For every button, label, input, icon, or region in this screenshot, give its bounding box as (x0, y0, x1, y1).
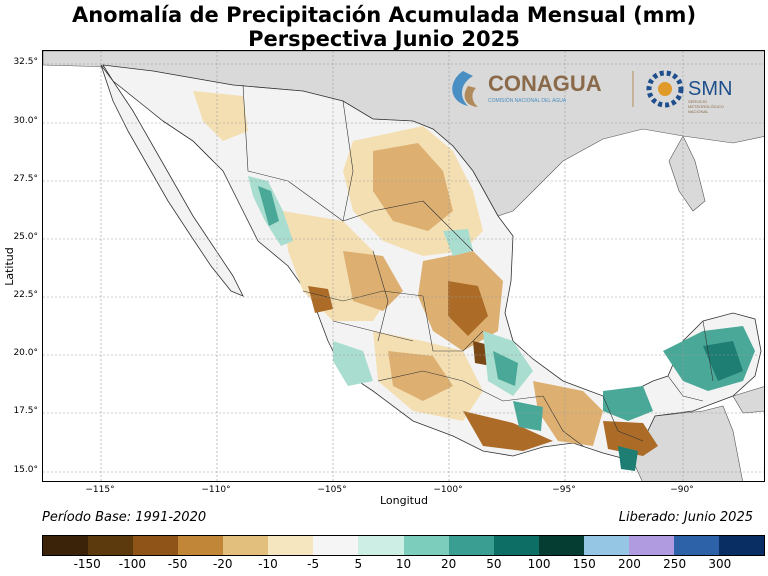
lat-tick: 20.0° (13, 348, 38, 358)
lon-tick: −95° (552, 485, 576, 495)
cuba (732, 386, 764, 414)
colorbar-tick-label: -10 (258, 557, 278, 571)
lat-tick: 17.5° (13, 406, 38, 416)
map-title: Anomalía de Precipitación Acumulada Mens… (71, 3, 697, 27)
colorbar-swatch (88, 536, 134, 555)
colorbar-swatch (223, 536, 269, 555)
conagua-name: CONAGUA (488, 71, 602, 96)
lat-tick: 30.0° (13, 116, 38, 126)
colorbar-tick-label: 100 (527, 557, 551, 571)
lon-tick: −100° (433, 485, 463, 495)
lat-tick: 25.0° (13, 232, 38, 242)
lon-tick: −105° (317, 485, 347, 495)
colorbar-tick-label: 300 (708, 557, 732, 571)
colorbar-tick-label: -150 (73, 557, 101, 571)
colorbar-swatch (583, 536, 629, 555)
colorbar-tick-label: 5 (354, 557, 363, 571)
lon-tick: −110° (201, 485, 231, 495)
map-panel: CONAGUA COMISIÓN NACIONAL DEL AGUA SMN S… (42, 50, 765, 482)
colorbar-swatch (43, 536, 89, 555)
colorbar-swatch (628, 536, 674, 555)
colorbar-tick-label: 200 (617, 557, 641, 571)
colorbar-swatch (718, 536, 764, 555)
base-period: Período Base: 1991-2020 (42, 510, 207, 525)
colorbar-tick-label: 50 (486, 557, 502, 571)
smn-name: SMN (688, 78, 732, 100)
colorbar-tick-label: 10 (395, 557, 412, 571)
colorbar-tick-label: 20 (441, 557, 457, 571)
y-axis-label: Latitud (2, 247, 16, 286)
colorbar-tick-label: -5 (307, 557, 320, 571)
colorbar-swatch (178, 536, 224, 555)
map-subtitle: Perspectiva Junio 2025 (248, 27, 520, 51)
colorbar-tick-label: -20 (212, 557, 233, 571)
colorbar-swatch (448, 536, 494, 555)
colorbar-swatch (358, 536, 404, 555)
colorbar-swatch (493, 536, 539, 555)
svg-text:NACIONAL: NACIONAL (688, 109, 709, 114)
colorbar-tick-label: -50 (167, 557, 188, 571)
smn-logo: SMN SERVICIO METEOROLÓGICO NACIONAL (646, 70, 732, 114)
conagua-logo: CONAGUA COMISIÓN NACIONAL DEL AGUA (452, 71, 634, 107)
colorbar-tick-label: 250 (663, 557, 687, 571)
colorbar-swatch (133, 536, 179, 555)
state-borders (162, 84, 714, 447)
release-date: Liberado: Junio 2025 (618, 510, 753, 525)
colorbar-swatch (538, 536, 584, 555)
map-canvas: CONAGUA COMISIÓN NACIONAL DEL AGUA SMN S… (43, 51, 764, 481)
lat-tick: 32.5° (13, 57, 38, 67)
lon-tick: −115° (85, 485, 115, 495)
lon-tick: −90° (670, 485, 694, 495)
conagua-subtitle: COMISIÓN NACIONAL DEL AGUA (488, 97, 567, 104)
svg-text:METEOROLÓGICO: METEOROLÓGICO (688, 104, 724, 109)
colorbar-swatch (673, 536, 719, 555)
colorbar-swatch (268, 536, 314, 555)
colorbar-tick-label: 150 (572, 557, 596, 571)
dry-anomaly-areas (193, 91, 658, 456)
colorbar-swatch (403, 536, 449, 555)
colorbar-tick-label: -100 (118, 557, 146, 571)
colorbar (42, 535, 765, 556)
x-axis-label: Longitud (380, 494, 428, 507)
lat-tick: 15.0° (13, 465, 38, 475)
lat-tick: 22.5° (13, 290, 38, 300)
lat-tick: 27.5° (13, 174, 38, 184)
florida (668, 135, 706, 212)
svg-text:SERVICIO: SERVICIO (688, 99, 707, 104)
colorbar-swatch (313, 536, 359, 555)
gridlines (43, 51, 764, 481)
